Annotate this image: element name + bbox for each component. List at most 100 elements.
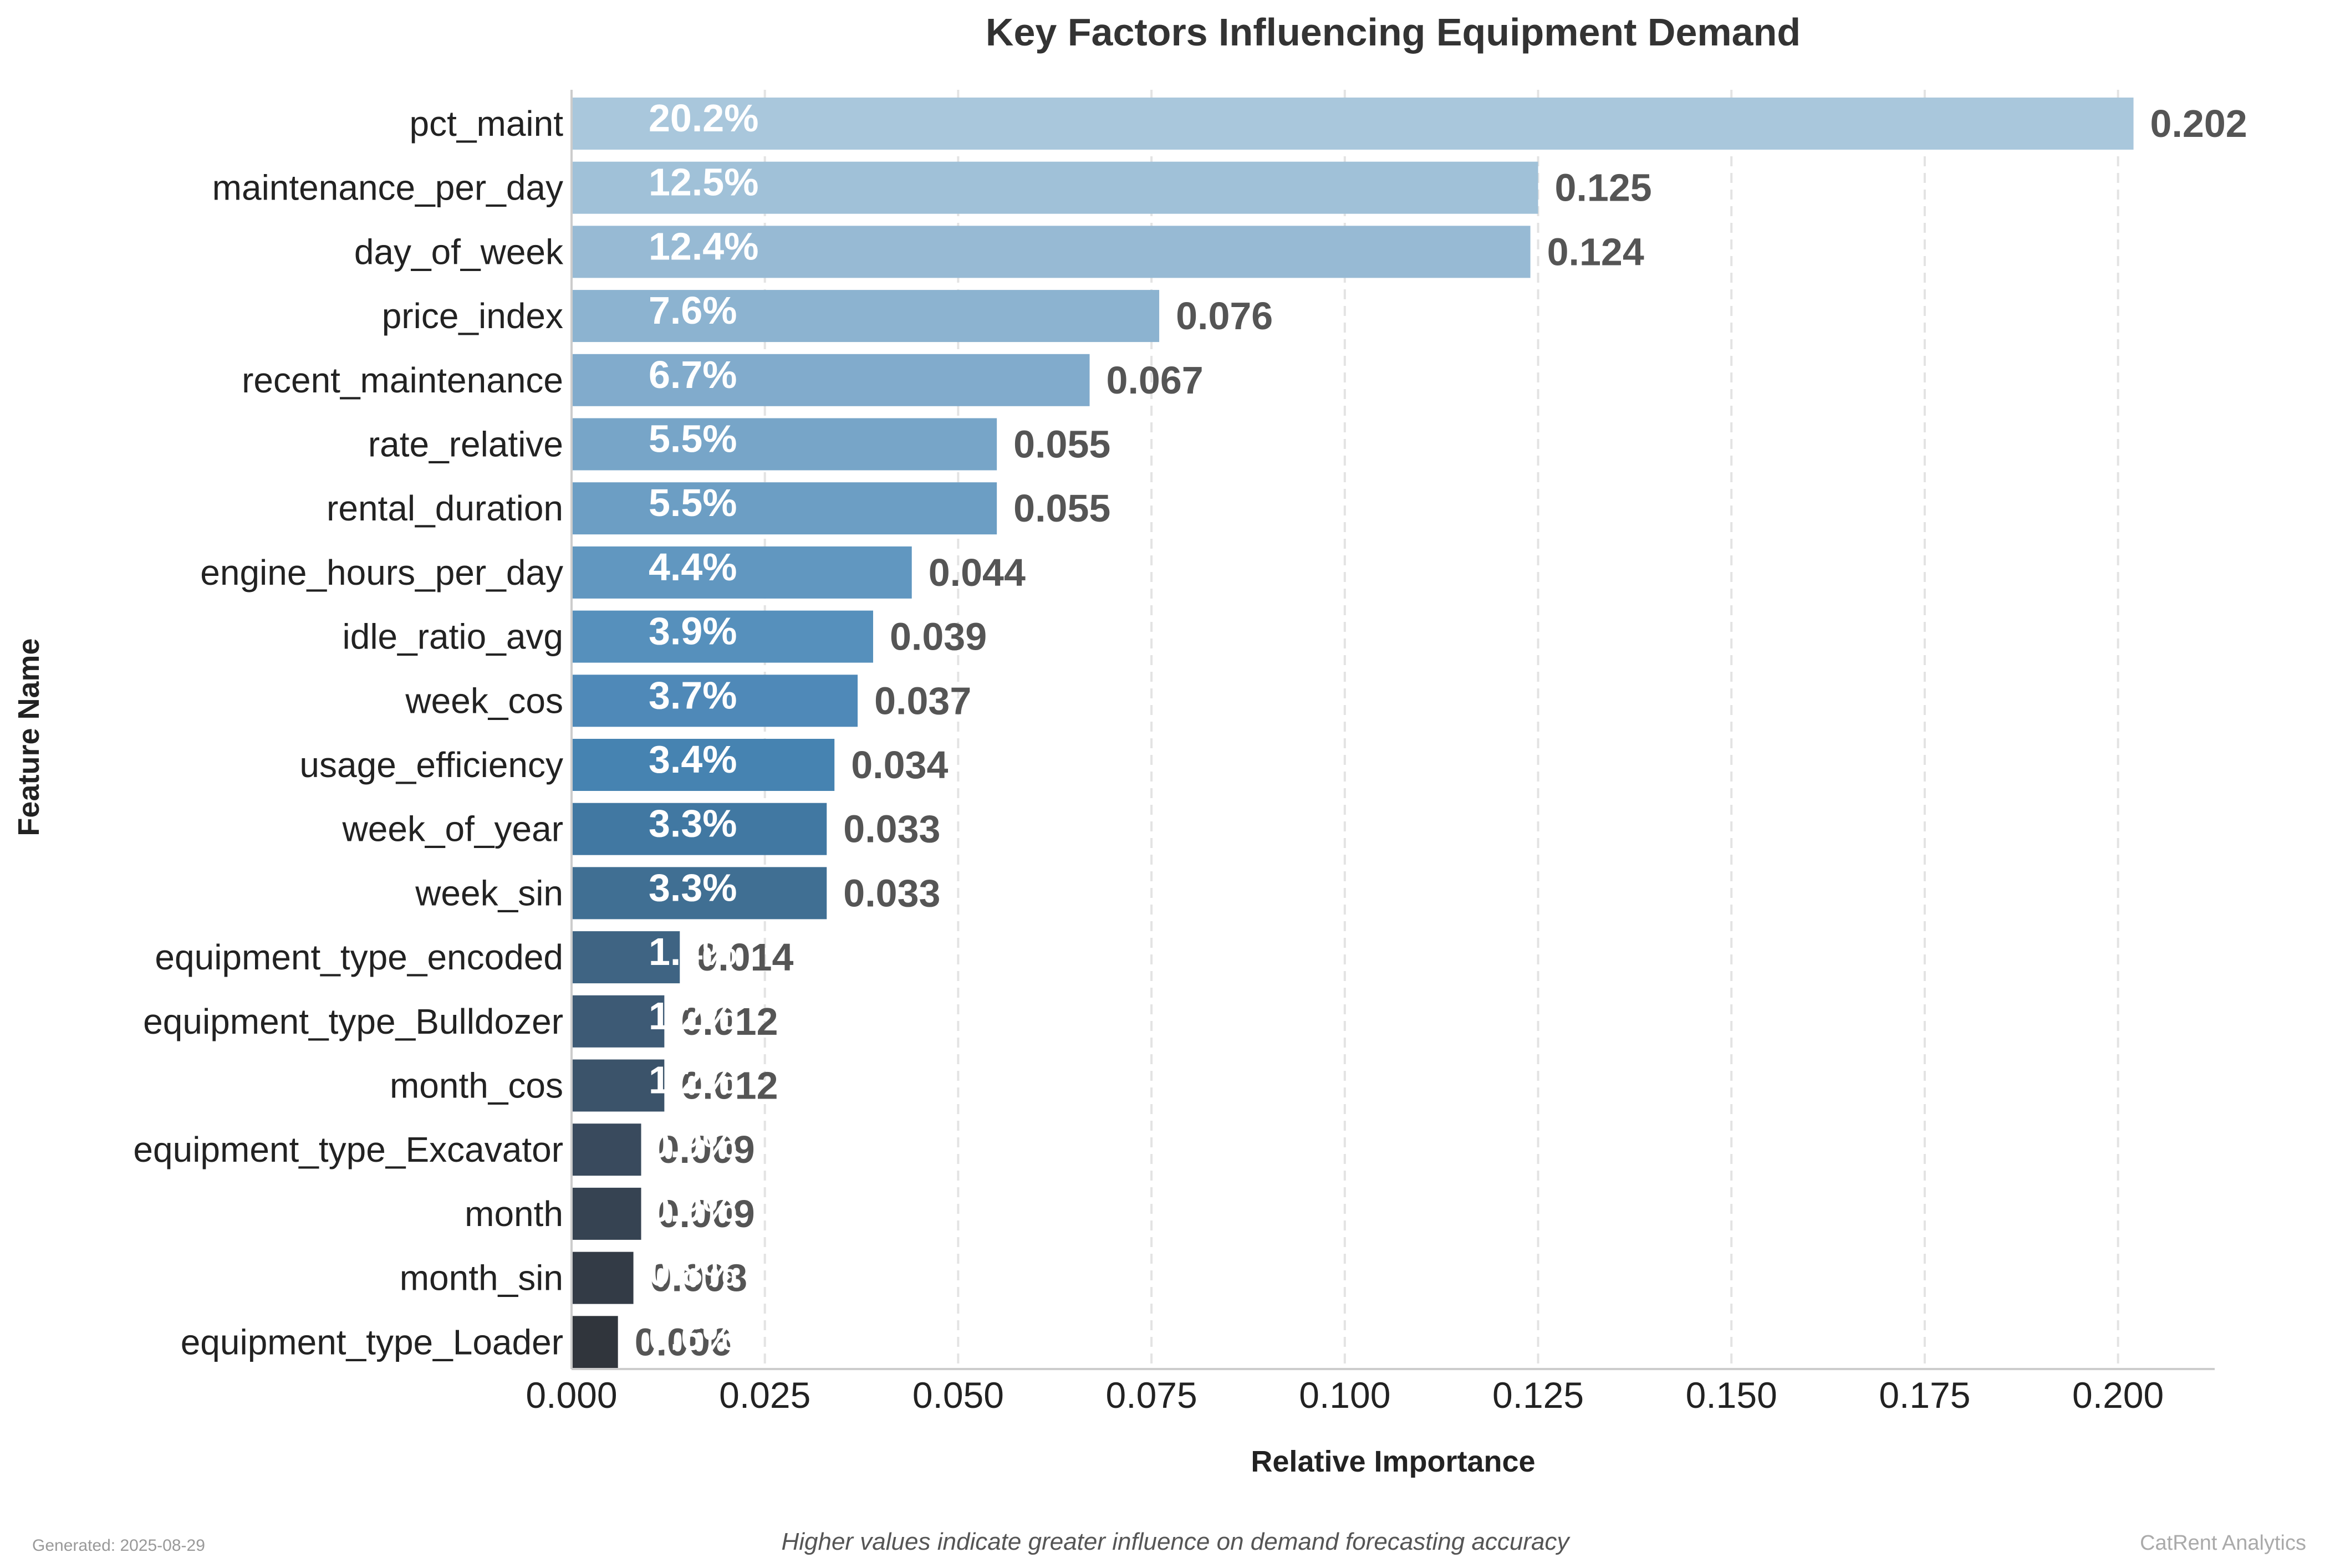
bar [572, 1316, 618, 1368]
grid-lines [763, 90, 2119, 1369]
x-tick-label: 0.125 [1492, 1375, 1584, 1416]
value-label: 0.044 [929, 551, 1026, 594]
percent-label: 1.4% [649, 930, 737, 973]
y-tick-label: idle_ratio_avg [343, 617, 564, 657]
percent-label: 12.4% [649, 224, 758, 268]
x-tick-label: 0.025 [719, 1375, 810, 1416]
percent-label: 20.2% [649, 96, 758, 140]
value-label: 0.076 [1176, 294, 1273, 338]
x-tick-label: 0.050 [912, 1375, 1004, 1416]
value-label: 0.009 [658, 1192, 755, 1235]
y-tick-label: equipment_type_Loader [181, 1322, 563, 1362]
bar [572, 610, 873, 663]
percent-label: 6.7% [649, 353, 737, 396]
y-tick-label: equipment_type_Bulldozer [143, 1002, 563, 1041]
bar [572, 1059, 665, 1112]
y-tick-label: rental_duration [327, 488, 563, 528]
bar [572, 1252, 634, 1304]
value-label: 0.012 [681, 1000, 778, 1043]
bar [572, 675, 858, 727]
percent-label: 3.4% [649, 738, 737, 781]
bar [572, 290, 1160, 343]
value-label: 0.008 [650, 1257, 747, 1300]
y-tick-label: maintenance_per_day [212, 168, 563, 208]
percent-label: 3.7% [649, 673, 737, 717]
bar [572, 98, 2134, 150]
bar [572, 739, 835, 791]
value-label: 0.067 [1107, 359, 1204, 402]
x-tick-label: 0.150 [1686, 1375, 1777, 1416]
x-axis-title: Relative Importance [1251, 1445, 1535, 1478]
value-label: 0.202 [2150, 102, 2247, 145]
generated-date: Generated: 2025-08-29 [32, 1536, 205, 1555]
y-tick-label: day_of_week [354, 232, 564, 272]
x-tick-label: 0.000 [526, 1375, 617, 1416]
value-label: 0.033 [843, 871, 940, 915]
bar [572, 931, 680, 984]
percent-label: 0.9% [649, 1122, 737, 1166]
y-tick-label: equipment_type_encoded [155, 937, 563, 977]
value-label: 0.037 [874, 679, 971, 722]
value-label: 0.033 [843, 808, 940, 851]
value-label: 0.039 [890, 615, 987, 658]
value-label: 0.009 [658, 1128, 755, 1171]
value-label: 0.034 [851, 743, 948, 786]
y-tick-label: equipment_type_Excavator [133, 1130, 563, 1169]
chart-subtitle: Higher values indicate greater influence… [781, 1528, 1571, 1555]
x-tick-label: 0.200 [2072, 1375, 2164, 1416]
bars [572, 98, 2134, 1368]
bar [572, 546, 912, 599]
x-tick-label: 0.175 [1879, 1375, 1970, 1416]
y-tick-label: price_index [382, 296, 563, 336]
chart-title: Key Factors Influencing Equipment Demand [986, 11, 1801, 54]
percent-label: 3.3% [649, 866, 737, 909]
bar [572, 354, 1090, 406]
bar [572, 161, 1538, 214]
y-tick-label: pct_maint [410, 104, 564, 144]
x-tick-labels: 0.000 0.025 0.050 0.075 0.100 0.125 0.150 0.175… [526, 1375, 2164, 1416]
y-axis-title: Feature Name [12, 638, 45, 836]
bar [572, 803, 827, 855]
percent-label: 5.5% [649, 481, 737, 524]
x-tick-label: 0.075 [1106, 1375, 1197, 1416]
percent-label: 3.3% [649, 802, 737, 845]
y-tick-label: week_of_year [342, 809, 563, 849]
percent-label: 12.5% [649, 161, 758, 204]
percent-label: 1.2% [649, 1059, 737, 1102]
y-tick-label: week_sin [415, 873, 563, 913]
brand-name: CatRent Analytics [2140, 1531, 2306, 1555]
percent-label: 3.9% [649, 610, 737, 653]
percent-label: 5.5% [649, 417, 737, 461]
x-tick-label: 0.100 [1299, 1375, 1390, 1416]
y-tick-label: engine_hours_per_day [200, 553, 563, 593]
y-tick-labels: pct_maint maintenance_per_day day_of_weekp… [133, 104, 564, 1362]
bar [572, 1187, 641, 1240]
value-label: 0.012 [681, 1064, 778, 1107]
y-tick-label: recent_maintenance [242, 360, 563, 400]
y-tick-label: month_sin [400, 1258, 563, 1298]
value-label: 0.124 [1547, 230, 1644, 273]
bar-labels: 0.202 20.2% 0.125 12.5% 0.124 12.4% 0.076 7.6% 0… [635, 96, 2247, 1363]
y-tick-label: month_cos [390, 1066, 563, 1106]
bar [572, 226, 1531, 278]
bar [572, 482, 997, 535]
bar [572, 418, 997, 471]
percent-label: 7.6% [649, 289, 737, 332]
y-tick-label: month [465, 1194, 563, 1234]
percent-label: 1.2% [649, 994, 737, 1038]
bar [572, 867, 827, 920]
percent-label: 0.6% [649, 1315, 737, 1358]
value-label: 0.125 [1555, 166, 1652, 210]
value-label: 0.006 [635, 1320, 732, 1363]
value-label: 0.055 [1013, 423, 1110, 466]
percent-label: 4.4% [649, 545, 737, 589]
y-tick-label: week_cos [405, 681, 563, 721]
bar [572, 1123, 641, 1176]
y-tick-label: usage_efficiency [299, 745, 563, 785]
percent-label: 0.8% [649, 1251, 737, 1294]
y-tick-label: rate_relative [368, 425, 563, 464]
value-label: 0.014 [696, 936, 793, 979]
value-label: 0.055 [1013, 487, 1110, 530]
bar [572, 995, 665, 1048]
